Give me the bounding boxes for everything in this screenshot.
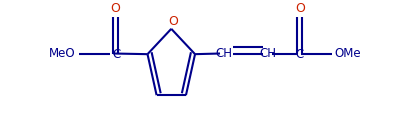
Text: C: C xyxy=(296,48,304,61)
Text: O: O xyxy=(295,2,305,15)
Text: OMe: OMe xyxy=(334,47,361,60)
Text: C: C xyxy=(112,48,120,61)
Text: O: O xyxy=(111,2,120,15)
Text: O: O xyxy=(168,15,178,28)
Text: MeO: MeO xyxy=(49,47,75,60)
Text: CH: CH xyxy=(260,47,276,60)
Text: CH: CH xyxy=(216,47,233,60)
